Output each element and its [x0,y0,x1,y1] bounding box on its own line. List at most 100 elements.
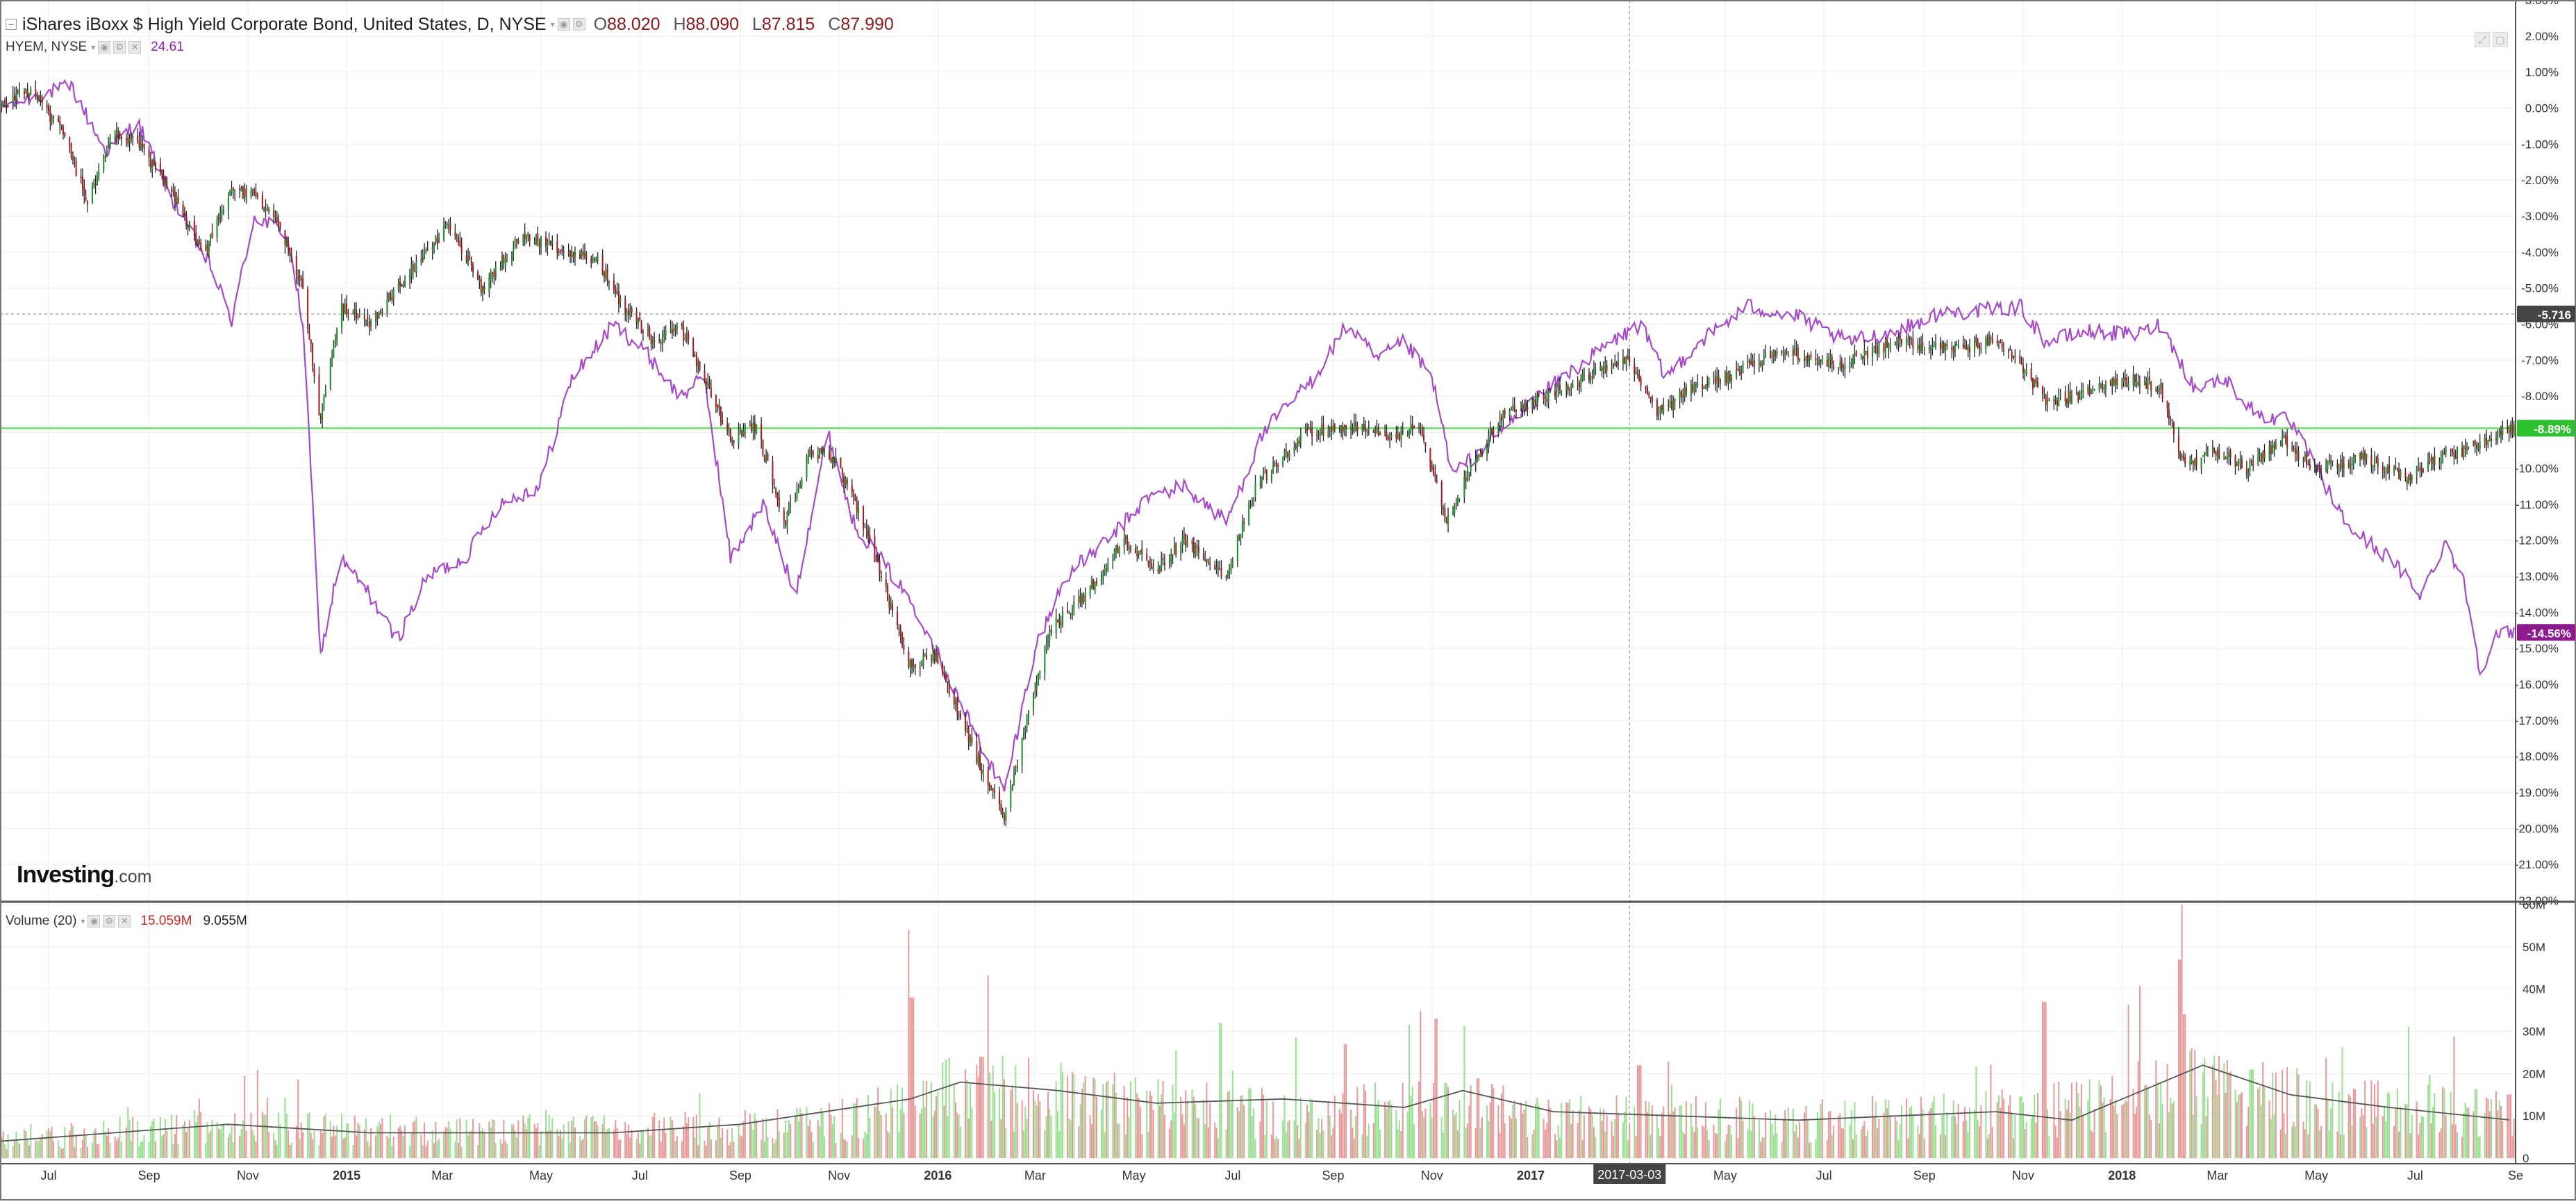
volume-bar [922,1080,924,1158]
candle-body [1559,385,1561,390]
volume-bar [563,1124,565,1158]
volume-bar [1969,1107,1971,1158]
candle-body [96,176,98,185]
volume-bar [2479,1135,2481,1158]
candle-body [80,176,82,178]
volume-bar [1202,1099,1204,1158]
volume-bar [1911,1105,1913,1158]
settings-icon[interactable]: ⚙ [572,18,585,31]
eye-icon[interactable]: ◉ [88,915,101,927]
candle-body [1399,434,1401,440]
volume-bar [1590,1109,1592,1158]
volume-bar [933,1110,936,1158]
settings-icon[interactable]: ⚙ [113,41,126,53]
candle-body [174,191,176,203]
volume-bar [1826,1139,1828,1158]
candle-body [914,664,916,668]
candle-body [410,263,413,276]
candle-body [1366,429,1368,433]
candle-body [909,659,911,669]
volume-bar [164,1119,166,1158]
compare-legend: HYEM, NYSE ▾ ◉ ⚙ ✕ 24.61 [6,38,184,57]
candle-body [875,558,877,561]
volume-bar [2351,1125,2353,1158]
candle-body [1452,511,1454,515]
volume-bar [1624,1112,1626,1158]
candle-body [354,310,356,313]
compare-value-badge: -14.56% [2527,627,2571,640]
volume-bar [391,1146,393,1158]
eye-icon[interactable]: ◉ [98,41,111,53]
candle-body [1659,405,1661,413]
candle-body [1386,431,1388,438]
scale-button[interactable]: ⤢ [2475,32,2490,47]
settings-icon[interactable]: ⚙ [103,915,116,927]
volume-bar [1089,1115,1091,1158]
candle-body [1684,388,1686,397]
volume-bar [1129,1081,1131,1158]
volume-bar [1005,1128,1007,1158]
volume-bar [1297,1125,1299,1158]
candle-body [1,104,3,108]
volume-bar [1311,1100,1313,1158]
volume-bar [75,1135,77,1158]
volume-bar [1672,1111,1675,1158]
candle-body [1627,356,1629,358]
close-icon[interactable]: ✕ [128,41,142,53]
volume-bar [1322,1130,1324,1158]
volume-bar [1332,1128,1334,1158]
candle-body [1447,514,1449,525]
candle-body [1775,352,1777,356]
collapse-icon[interactable]: − [6,19,17,30]
candle-body [699,361,701,370]
maximize-icon[interactable]: ▢ [2493,32,2508,47]
candle-body [1263,472,1265,477]
volume-bar [1758,1119,1760,1158]
volume-bar [242,1120,244,1158]
volume-bar [2282,1069,2284,1158]
candle-body [583,251,585,256]
volume-bar [1411,1086,1413,1158]
volume-bars [1,905,2515,1158]
volume-bar [1061,1071,1063,1158]
volume-bar [1828,1111,1830,1158]
candle-body [2423,470,2425,472]
candle-body [1554,391,1556,397]
volume-bar [1236,1107,1238,1158]
volume-bar [2461,1137,2463,1158]
candle-body [103,156,105,171]
chevron-down-icon[interactable]: ▾ [550,19,555,29]
candle-body [2082,390,2084,393]
candle-body [1434,473,1436,479]
candle-body [251,188,254,191]
candle-body [1068,613,1070,614]
volume-bar [2418,1135,2420,1158]
candle-body [1340,425,1343,432]
volume-bar [1105,1082,1107,1158]
volume-bar [1386,1108,1388,1158]
candle-body [676,325,678,329]
candle-body [81,177,83,189]
candle-body [1809,356,1811,363]
candle-body [1058,620,1061,626]
candle-body [217,217,219,220]
volume-bar [142,1141,144,1158]
chevron-down-icon[interactable]: ▾ [81,916,85,926]
close-icon[interactable]: ✕ [118,915,131,927]
volume-bar [595,1121,597,1158]
chevron-down-icon[interactable]: ▾ [91,42,96,52]
candle-body [704,370,706,381]
volume-bar [2012,1137,2015,1158]
candle-body [57,117,59,122]
volume-bar [1468,1105,1470,1158]
candle-body [615,288,617,294]
eye-icon[interactable]: ◉ [557,18,570,31]
candle-body [1128,547,1130,550]
volume-bar [341,1113,343,1158]
candle-body [1831,357,1833,365]
volume-bar [206,1121,208,1158]
candle-body [2234,455,2236,467]
volume-bar [1658,1128,1660,1158]
